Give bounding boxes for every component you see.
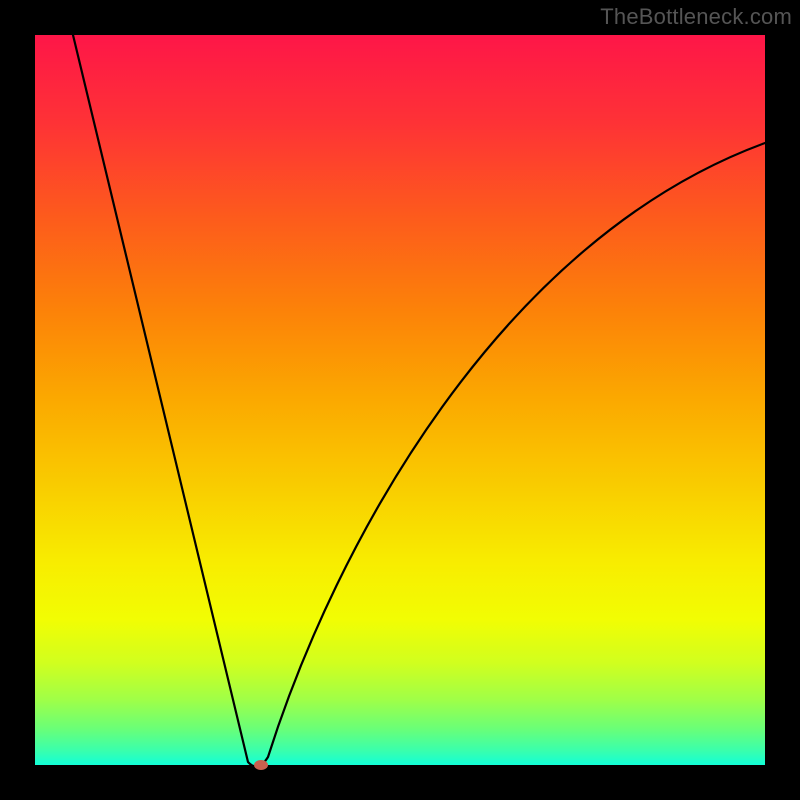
plot-background bbox=[35, 35, 765, 765]
valley-marker bbox=[254, 760, 268, 770]
chart-container: TheBottleneck.com bbox=[0, 0, 800, 800]
bottleneck-chart bbox=[0, 0, 800, 800]
watermark-text: TheBottleneck.com bbox=[600, 4, 792, 30]
